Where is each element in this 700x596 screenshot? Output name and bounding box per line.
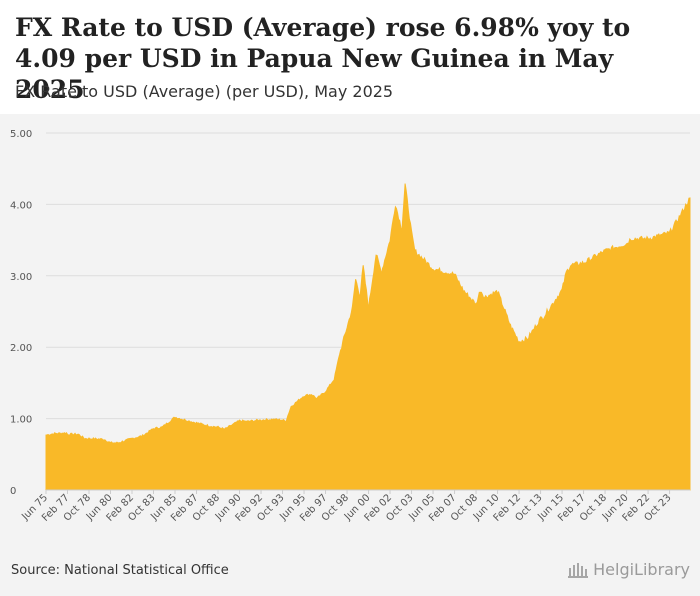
y-tick-label: 3.00 [10, 272, 32, 283]
helgi-library-logo: HelgiLibrary [567, 560, 690, 579]
y-tick-label: 1.00 [10, 415, 32, 426]
source-note: Source: National Statistical Office [11, 563, 229, 578]
chart-subtitle: FX Rate to USD (Average) (per USD), May … [15, 82, 394, 101]
logo-text: HelgiLibrary [593, 560, 690, 579]
y-tick-label: 0 [10, 486, 16, 497]
y-tick-label: 4.00 [10, 200, 32, 211]
y-tick-label: 5.00 [10, 129, 32, 140]
y-tick-label: 2.00 [10, 343, 32, 354]
library-building-icon [568, 562, 589, 578]
chart-title: FX Rate to USD (Average) rose 6.98% yoy … [15, 13, 631, 104]
header: FX Rate to USD (Average) rose 6.98% yoy … [0, 0, 700, 114]
series-area [45, 183, 691, 491]
